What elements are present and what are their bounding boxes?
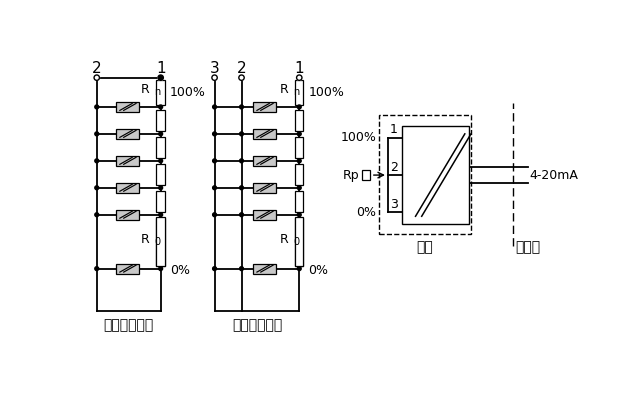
- Circle shape: [239, 75, 244, 80]
- Text: 控制室: 控制室: [516, 240, 541, 254]
- Bar: [156, 164, 165, 185]
- Circle shape: [94, 75, 100, 80]
- Bar: [253, 264, 276, 274]
- Bar: [116, 183, 139, 193]
- Circle shape: [240, 105, 244, 109]
- Circle shape: [159, 105, 163, 109]
- Circle shape: [95, 186, 99, 190]
- Text: n: n: [155, 87, 161, 96]
- Text: 二线制变送器: 二线制变送器: [103, 319, 154, 333]
- Text: 0%: 0%: [309, 264, 329, 277]
- Bar: [295, 137, 304, 158]
- Text: R: R: [280, 233, 289, 246]
- Bar: [402, 126, 469, 224]
- Circle shape: [240, 213, 244, 217]
- Circle shape: [297, 75, 302, 80]
- Circle shape: [297, 186, 301, 190]
- Circle shape: [240, 159, 244, 163]
- Bar: [116, 156, 139, 166]
- Bar: [295, 191, 304, 212]
- Bar: [295, 80, 304, 105]
- Bar: [156, 110, 165, 131]
- Bar: [156, 217, 165, 266]
- Text: 0: 0: [155, 237, 161, 247]
- Text: 100%: 100%: [170, 86, 206, 99]
- Text: R: R: [141, 233, 150, 246]
- Bar: [362, 170, 370, 181]
- Text: 现场: 现场: [416, 240, 433, 254]
- Circle shape: [159, 159, 163, 163]
- Circle shape: [213, 213, 217, 217]
- Circle shape: [240, 186, 244, 190]
- Bar: [295, 164, 304, 185]
- Bar: [116, 210, 139, 220]
- Text: 1: 1: [294, 61, 304, 76]
- Circle shape: [95, 267, 99, 270]
- Circle shape: [159, 186, 163, 190]
- Bar: [156, 80, 165, 105]
- Text: 4-20mA: 4-20mA: [530, 169, 578, 181]
- Circle shape: [297, 267, 301, 270]
- Text: 2: 2: [390, 160, 398, 173]
- Text: 3: 3: [210, 61, 220, 76]
- Text: 100%: 100%: [341, 131, 376, 144]
- Bar: [116, 264, 139, 274]
- Circle shape: [297, 105, 301, 109]
- Bar: [379, 115, 471, 234]
- Bar: [116, 129, 139, 139]
- Bar: [156, 137, 165, 158]
- Text: 0%: 0%: [356, 206, 376, 219]
- Text: 0: 0: [293, 237, 299, 247]
- Circle shape: [95, 132, 99, 136]
- Circle shape: [95, 105, 99, 109]
- Text: 1: 1: [390, 123, 398, 136]
- Bar: [295, 110, 304, 131]
- Text: R: R: [141, 83, 150, 96]
- Circle shape: [159, 76, 163, 79]
- Bar: [156, 218, 165, 266]
- Bar: [116, 102, 139, 112]
- Circle shape: [213, 267, 217, 270]
- Bar: [253, 102, 276, 112]
- Text: 100%: 100%: [309, 86, 344, 99]
- Text: R: R: [280, 83, 289, 96]
- Bar: [295, 217, 304, 266]
- Text: 三线制变送器: 三线制变送器: [232, 319, 282, 333]
- Circle shape: [159, 213, 163, 217]
- Circle shape: [213, 105, 217, 109]
- Text: Rp: Rp: [342, 169, 359, 181]
- Circle shape: [158, 75, 163, 80]
- Text: 2: 2: [92, 61, 101, 76]
- Circle shape: [159, 267, 163, 270]
- Circle shape: [159, 132, 163, 136]
- Text: n: n: [293, 87, 299, 96]
- Bar: [253, 183, 276, 193]
- Circle shape: [297, 132, 301, 136]
- Circle shape: [240, 132, 244, 136]
- Text: 3: 3: [390, 198, 398, 211]
- Bar: [253, 129, 276, 139]
- Circle shape: [240, 267, 244, 270]
- Bar: [295, 218, 304, 266]
- Circle shape: [212, 75, 217, 80]
- Circle shape: [213, 132, 217, 136]
- Circle shape: [213, 186, 217, 190]
- Circle shape: [95, 159, 99, 163]
- Text: 0%: 0%: [170, 264, 190, 277]
- Circle shape: [297, 159, 301, 163]
- Bar: [156, 191, 165, 212]
- Text: 1: 1: [156, 61, 165, 76]
- Circle shape: [213, 159, 217, 163]
- Circle shape: [297, 213, 301, 217]
- Bar: [253, 156, 276, 166]
- Text: 2: 2: [237, 61, 246, 76]
- Circle shape: [95, 213, 99, 217]
- Bar: [253, 210, 276, 220]
